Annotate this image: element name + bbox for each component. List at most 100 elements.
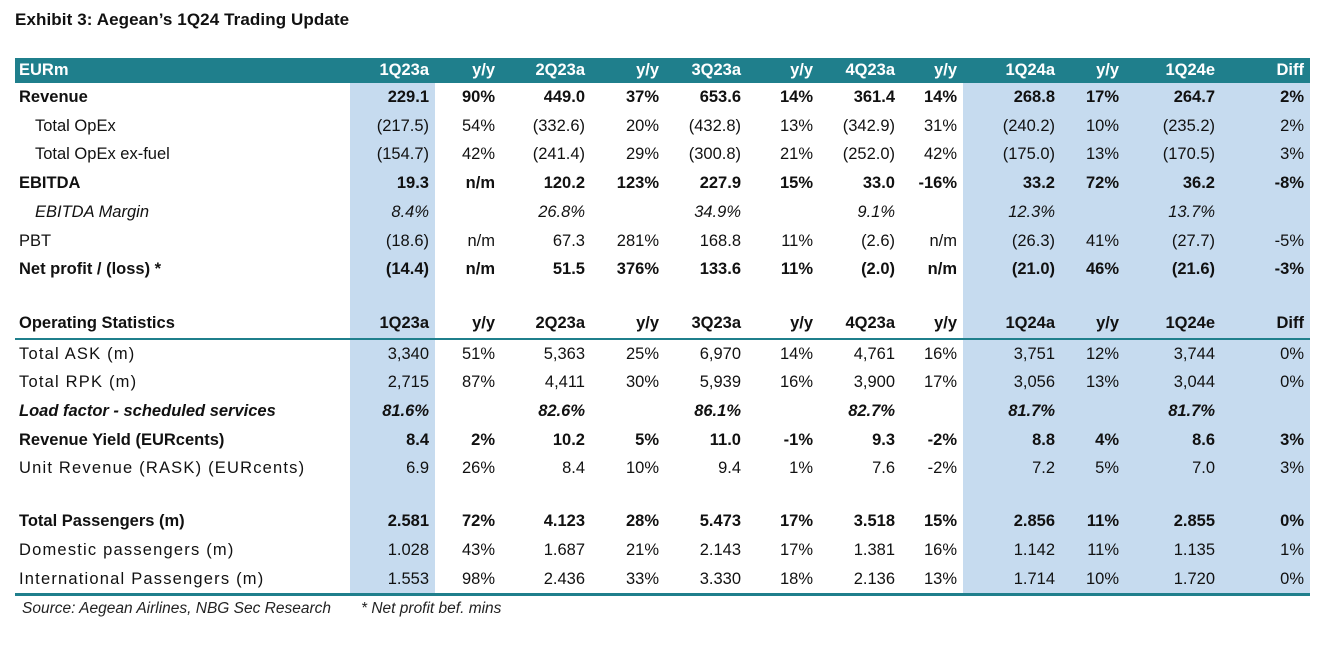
table-row: Revenue Yield (EURcents) 8.4 2% 10.2 5% 11.0 -… bbox=[15, 425, 1310, 455]
table-cell bbox=[501, 483, 591, 507]
row-label: Domestic passengers (m) bbox=[19, 540, 235, 559]
table-cell: 2.855 bbox=[1125, 507, 1221, 536]
table-cell: 98% bbox=[435, 564, 501, 597]
table-cell: 2.856 bbox=[963, 507, 1061, 536]
table-cell: (170.5) bbox=[1125, 140, 1221, 170]
table-cell: 51.5 bbox=[552, 260, 585, 279]
row-label: Total Passengers (m) bbox=[19, 512, 185, 531]
table-cell: y/y bbox=[747, 308, 819, 340]
table-cell: n/m bbox=[465, 174, 495, 193]
table-cell: 29% bbox=[625, 145, 659, 164]
table-cell bbox=[591, 397, 665, 426]
table-cell: 3% bbox=[1221, 454, 1310, 484]
table-cell: 8.8 bbox=[963, 425, 1061, 455]
table-cell: 3.330 bbox=[665, 564, 747, 597]
spacer-row bbox=[15, 483, 1310, 508]
table-cell bbox=[901, 483, 963, 507]
table-cell: 4Q23a bbox=[819, 58, 901, 83]
table-cell bbox=[665, 483, 747, 507]
table-cell: 5,363 bbox=[543, 344, 585, 363]
table-cell: 17% bbox=[779, 540, 813, 559]
table-cell: (27.7) bbox=[1125, 226, 1221, 256]
table-cell bbox=[1125, 283, 1221, 309]
table-cell: y/y bbox=[901, 58, 963, 83]
table-cell: 14% bbox=[779, 344, 813, 363]
table-row: Total Passengers (m) 2.581 72% 4.123 28% 5.47… bbox=[15, 507, 1310, 536]
table-cell: 1% bbox=[1221, 535, 1310, 565]
table-cell bbox=[901, 284, 963, 309]
table-cell: 9.4 bbox=[718, 459, 741, 478]
table-cell: 1Q24a bbox=[963, 58, 1061, 83]
row-label: Operating Statistics bbox=[15, 308, 350, 340]
table-cell: (21.0) bbox=[963, 255, 1061, 284]
table-cell: 81.7% bbox=[963, 397, 1061, 426]
table-cell: 2% bbox=[1221, 83, 1310, 112]
table-cell: (342.9) bbox=[842, 116, 895, 135]
table-cell: 2.136 bbox=[819, 564, 901, 597]
table-cell: (432.8) bbox=[688, 116, 741, 135]
row-label bbox=[15, 284, 350, 309]
table-cell: 3% bbox=[1221, 425, 1310, 455]
table-cell: 90% bbox=[461, 88, 495, 106]
table-cell: y/y bbox=[435, 308, 501, 340]
table-cell: y/y bbox=[1061, 58, 1125, 83]
table-cell: 21% bbox=[779, 145, 813, 164]
table-cell: Diff bbox=[1221, 308, 1310, 340]
table-cell: 7.2 bbox=[963, 454, 1061, 484]
table-cell: 7.6 bbox=[872, 459, 895, 478]
table-row: EBITDA 19.3 n/m 120.2 123% 227.9 15% 33.0 -16% 33… bbox=[15, 169, 1310, 198]
table-cell: 653.6 bbox=[699, 88, 741, 106]
table-cell: (154.7) bbox=[350, 140, 435, 170]
table-cell bbox=[591, 284, 665, 309]
table-cell bbox=[963, 483, 1061, 508]
table-cell bbox=[350, 483, 435, 508]
table-row: PBT (18.6) n/m 67.3 281% 168.8 11% (2.6) n/m (26.… bbox=[15, 226, 1310, 256]
table-cell bbox=[435, 198, 501, 227]
table-cell: 72% bbox=[461, 512, 495, 531]
footnote-text: * Net profit bef. mins bbox=[361, 600, 502, 617]
table-cell: (332.6) bbox=[532, 116, 585, 135]
table-cell: 3,751 bbox=[963, 338, 1061, 369]
table-cell: 13% bbox=[1061, 368, 1125, 398]
table-cell: 43% bbox=[461, 540, 495, 559]
trading-update-table: EURm 1Q23a y/y 2Q23a y/y 3Q23a y/y 4Q23a y/y 1Q24… bbox=[15, 58, 1310, 597]
table-row: Total OpEx (217.5) 54% (332.6) 20% (432.8) 13%… bbox=[15, 111, 1310, 141]
table-cell: 3Q23a bbox=[665, 58, 747, 83]
table-cell: 1Q24a bbox=[963, 308, 1061, 340]
row-label: Revenue Yield (EURcents) bbox=[19, 430, 225, 449]
table-cell: 54% bbox=[461, 116, 495, 135]
table-cell: -5% bbox=[1221, 226, 1310, 256]
table-cell: 67.3 bbox=[552, 231, 585, 250]
table-cell bbox=[901, 397, 963, 426]
table-cell: 15% bbox=[923, 512, 957, 531]
table-cell: (300.8) bbox=[688, 145, 741, 164]
table-cell bbox=[1125, 483, 1221, 508]
table-cell: (175.0) bbox=[963, 140, 1061, 170]
table-cell: 1.553 bbox=[350, 564, 435, 597]
table-cell bbox=[747, 284, 819, 309]
table-cell: 12% bbox=[1061, 338, 1125, 369]
row-label: Load factor - scheduled services bbox=[19, 402, 276, 421]
row-label: EBITDA Margin bbox=[35, 202, 150, 221]
table-cell: 26.8% bbox=[538, 202, 585, 221]
table-cell: y/y bbox=[435, 58, 501, 83]
table-cell: 16% bbox=[923, 344, 957, 363]
table-cell: 1.135 bbox=[1125, 535, 1221, 565]
table-cell bbox=[501, 284, 591, 309]
table-cell bbox=[1061, 483, 1125, 508]
table-cell: 376% bbox=[616, 260, 659, 279]
table-cell: 229.1 bbox=[350, 83, 435, 112]
table-cell: 3.518 bbox=[853, 512, 895, 531]
table-cell: 1Q24e bbox=[1125, 58, 1221, 83]
table-cell: 11% bbox=[781, 231, 813, 250]
table-cell: 8.6 bbox=[1125, 425, 1221, 455]
table-cell: 1% bbox=[789, 459, 813, 478]
table-cell: 227.9 bbox=[699, 174, 741, 193]
exhibit-title: Exhibit 3: Aegean’s 1Q24 Trading Update bbox=[15, 10, 350, 29]
table-cell: 2.143 bbox=[699, 540, 741, 559]
table-cell: (240.2) bbox=[963, 111, 1061, 141]
table-cell: 5% bbox=[1061, 454, 1125, 484]
table-cell: 51% bbox=[461, 344, 495, 363]
table-cell: (241.4) bbox=[532, 145, 585, 164]
table-cell: 0% bbox=[1221, 338, 1310, 369]
